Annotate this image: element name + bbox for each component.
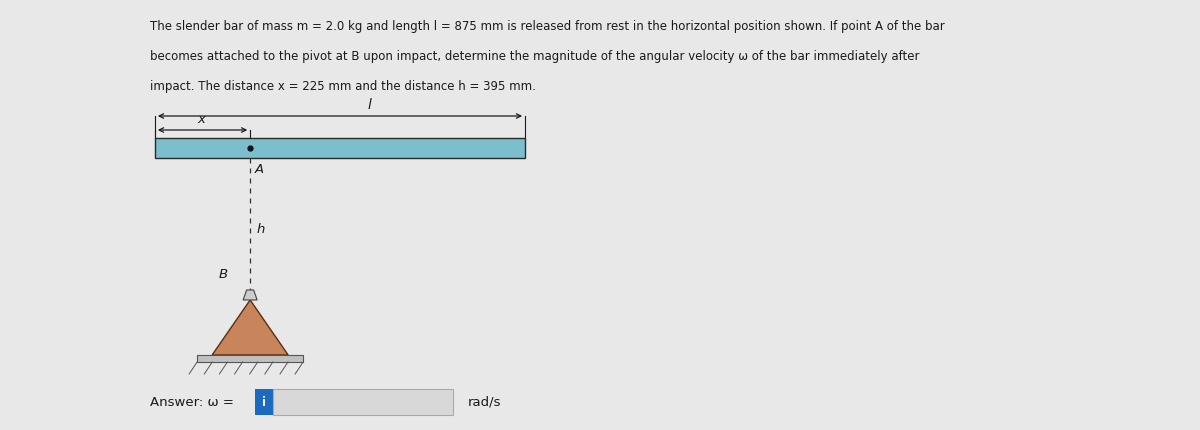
Text: $x$: $x$	[198, 113, 208, 126]
Text: impact. The distance x = 225 mm and the distance h = 395 mm.: impact. The distance x = 225 mm and the …	[150, 80, 536, 93]
Bar	[274, 389, 454, 415]
Text: Answer: ω =: Answer: ω =	[150, 396, 234, 408]
Polygon shape	[244, 290, 257, 300]
Text: becomes attached to the pivot at B upon impact, determine the magnitude of the a: becomes attached to the pivot at B upon …	[150, 50, 919, 63]
Polygon shape	[212, 300, 288, 355]
Bar	[197, 355, 304, 362]
Text: $B$: $B$	[218, 268, 228, 282]
Text: $A$: $A$	[254, 163, 265, 176]
Text: $l$: $l$	[367, 97, 373, 112]
Text: i: i	[262, 396, 266, 408]
Bar	[155, 138, 526, 158]
Text: rad/s: rad/s	[468, 396, 502, 408]
Text: The slender bar of mass m = 2.0 kg and length l = 875 mm is released from rest i: The slender bar of mass m = 2.0 kg and l…	[150, 20, 944, 33]
Bar	[254, 389, 274, 415]
Text: $h$: $h$	[256, 222, 265, 236]
